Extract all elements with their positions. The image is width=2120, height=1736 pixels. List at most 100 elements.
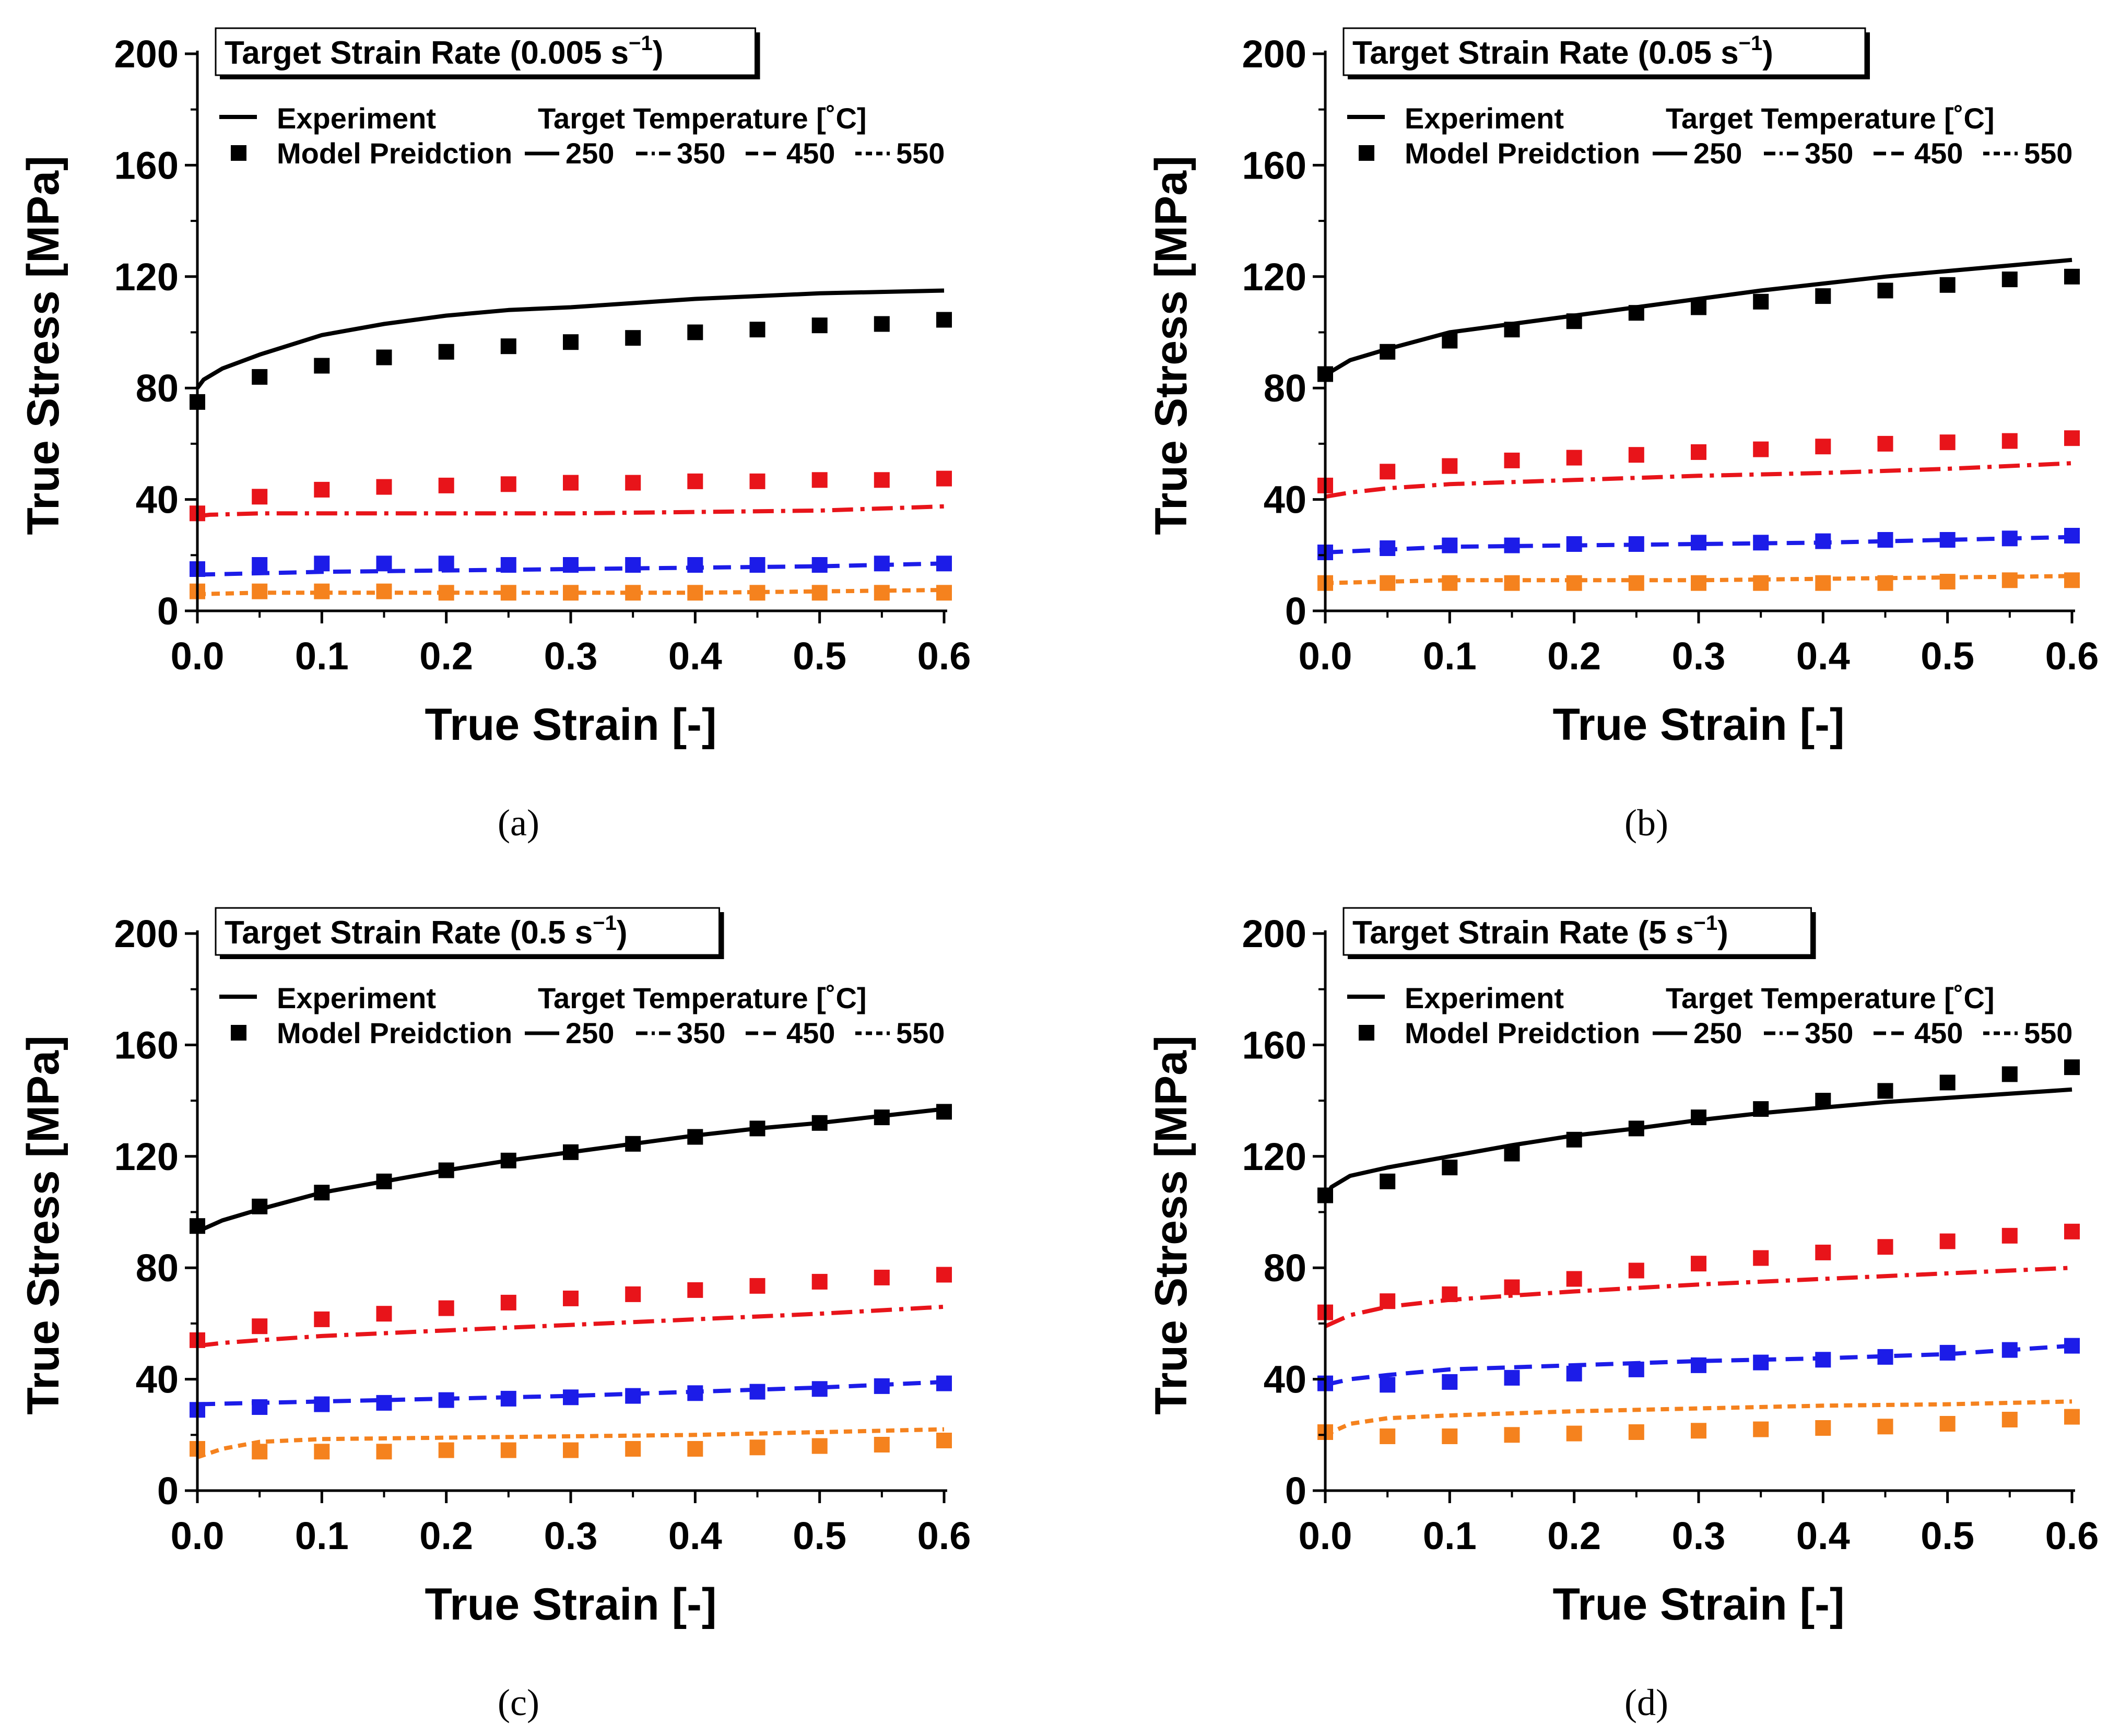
model-marker-450 <box>749 557 765 573</box>
x-tick-label: 0.4 <box>668 634 722 678</box>
model-marker-450 <box>625 1388 641 1404</box>
model-marker-550 <box>376 1444 392 1460</box>
legend-temp-label-350: 350 <box>1805 137 1853 170</box>
model-marker-250 <box>687 1129 703 1145</box>
y-tick-label: 120 <box>114 255 179 299</box>
model-marker-550 <box>438 585 454 601</box>
model-marker-450 <box>1380 540 1396 556</box>
x-tick-label: 0.6 <box>917 634 971 678</box>
model-marker-550 <box>1504 1427 1520 1443</box>
model-marker-550 <box>687 1441 703 1457</box>
model-marker-550 <box>1504 575 1520 591</box>
model-marker-250 <box>2001 1066 2018 1082</box>
model-marker-550 <box>314 1444 330 1460</box>
title-box-shadow <box>1348 955 1816 959</box>
model-marker-450 <box>1566 536 1582 552</box>
model-marker-450 <box>811 1381 828 1397</box>
model-marker-450 <box>438 1392 454 1408</box>
model-marker-250 <box>1566 313 1582 329</box>
x-tick-label: 0.0 <box>171 634 225 678</box>
model-marker-250 <box>314 1185 330 1201</box>
model-marker-250 <box>1504 1145 1520 1162</box>
model-marker-350 <box>500 476 516 492</box>
model-marker-450 <box>376 556 392 572</box>
model-marker-350 <box>2064 1223 2080 1239</box>
model-marker-550 <box>2001 1412 2018 1427</box>
model-marker-550 <box>625 1441 641 1457</box>
model-marker-550 <box>438 1442 454 1458</box>
title-box-shadow <box>1865 32 1870 79</box>
model-marker-250 <box>1380 1173 1396 1189</box>
model-marker-350 <box>1380 464 1396 480</box>
model-marker-350 <box>1442 1286 1458 1302</box>
title-text: Target Strain Rate (0.005 s−1) <box>225 32 663 71</box>
panel-label: (d) <box>1624 1682 1668 1723</box>
chart-title: Target Strain Rate (0.05 s−1) <box>1342 27 1870 79</box>
model-marker-550 <box>811 585 828 601</box>
model-marker-350 <box>438 1300 454 1316</box>
model-marker-550 <box>2001 572 2018 588</box>
model-marker-250 <box>1939 277 1956 293</box>
model-marker-250 <box>811 1115 828 1131</box>
model-marker-550 <box>314 583 330 599</box>
y-tick-label: 0 <box>157 589 179 633</box>
legend-temp-label-550: 550 <box>2024 1017 2072 1049</box>
model-marker-350 <box>314 481 330 498</box>
model-marker-550 <box>625 585 641 601</box>
model-marker-450 <box>2001 530 2018 547</box>
model-marker-450 <box>1691 535 1706 551</box>
model-marker-550 <box>811 1438 828 1454</box>
y-tick-label: 200 <box>114 32 179 76</box>
y-axis-title: True Stress [MPa] <box>1146 1035 1196 1414</box>
legend-model-label: Model Preidction <box>277 137 512 170</box>
experiment-line-350 <box>197 1304 945 1348</box>
model-marker-550 <box>1380 575 1396 591</box>
model-marker-350 <box>687 473 703 489</box>
model-marker-550 <box>2064 1409 2080 1425</box>
experiment-line-450 <box>197 561 945 577</box>
model-marker-550 <box>252 1444 268 1460</box>
model-marker-350 <box>749 1278 765 1294</box>
model-marker-550 <box>2064 572 2080 588</box>
model-marker-250 <box>1442 333 1458 349</box>
y-tick-label: 0 <box>157 1469 179 1513</box>
y-tick-label: 40 <box>136 1358 179 1401</box>
model-marker-250 <box>625 330 641 346</box>
y-tick-label: 200 <box>1242 32 1306 76</box>
model-marker-450 <box>1566 1365 1582 1381</box>
title-box <box>1342 907 1812 956</box>
model-marker-350 <box>811 1273 828 1290</box>
model-marker-550 <box>936 1433 952 1448</box>
x-tick-label: 0.6 <box>917 1514 971 1557</box>
model-marker-450 <box>314 556 330 572</box>
model-marker-450 <box>1628 536 1644 552</box>
model-marker-550 <box>874 585 890 601</box>
model-marker-450 <box>252 1399 268 1415</box>
model-marker-550 <box>1566 1425 1582 1442</box>
x-tick-label: 0.5 <box>1921 634 1974 678</box>
legend-experiment-label: Experiment <box>277 982 436 1014</box>
title-text: Target Strain Rate (0.05 s−1) <box>1352 32 1773 71</box>
model-marker-250 <box>1504 322 1520 338</box>
model-marker-250 <box>687 324 703 340</box>
model-marker-550 <box>1442 575 1458 591</box>
model-marker-550 <box>1815 1420 1831 1436</box>
legend-model-swatch <box>1359 1025 1374 1041</box>
legend-model-label: Model Preidction <box>277 1017 512 1049</box>
model-marker-350 <box>1380 1293 1396 1309</box>
model-marker-550 <box>1566 575 1582 591</box>
chart-panel-4: 0.0 0.1 0.2 0.3 0.4 0.5 0.6 0 40 80 120 160 200 True … <box>1146 907 2099 1723</box>
legend-experiment-label: Experiment <box>1405 102 1564 135</box>
model-marker-550 <box>1753 1421 1769 1437</box>
x-tick-label: 0.1 <box>295 1514 349 1557</box>
legend-temp-label-550: 550 <box>896 1017 945 1049</box>
model-marker-450 <box>936 1375 952 1391</box>
model-marker-350 <box>1691 1256 1706 1272</box>
model-marker-250 <box>2064 268 2080 285</box>
model-marker-450 <box>2064 1338 2080 1354</box>
model-marker-450 <box>1939 532 1956 548</box>
legend-temp-label-250: 250 <box>566 137 614 170</box>
title-box-shadow <box>220 75 760 79</box>
model-marker-550 <box>749 1439 765 1456</box>
y-tick-label: 160 <box>114 144 179 187</box>
